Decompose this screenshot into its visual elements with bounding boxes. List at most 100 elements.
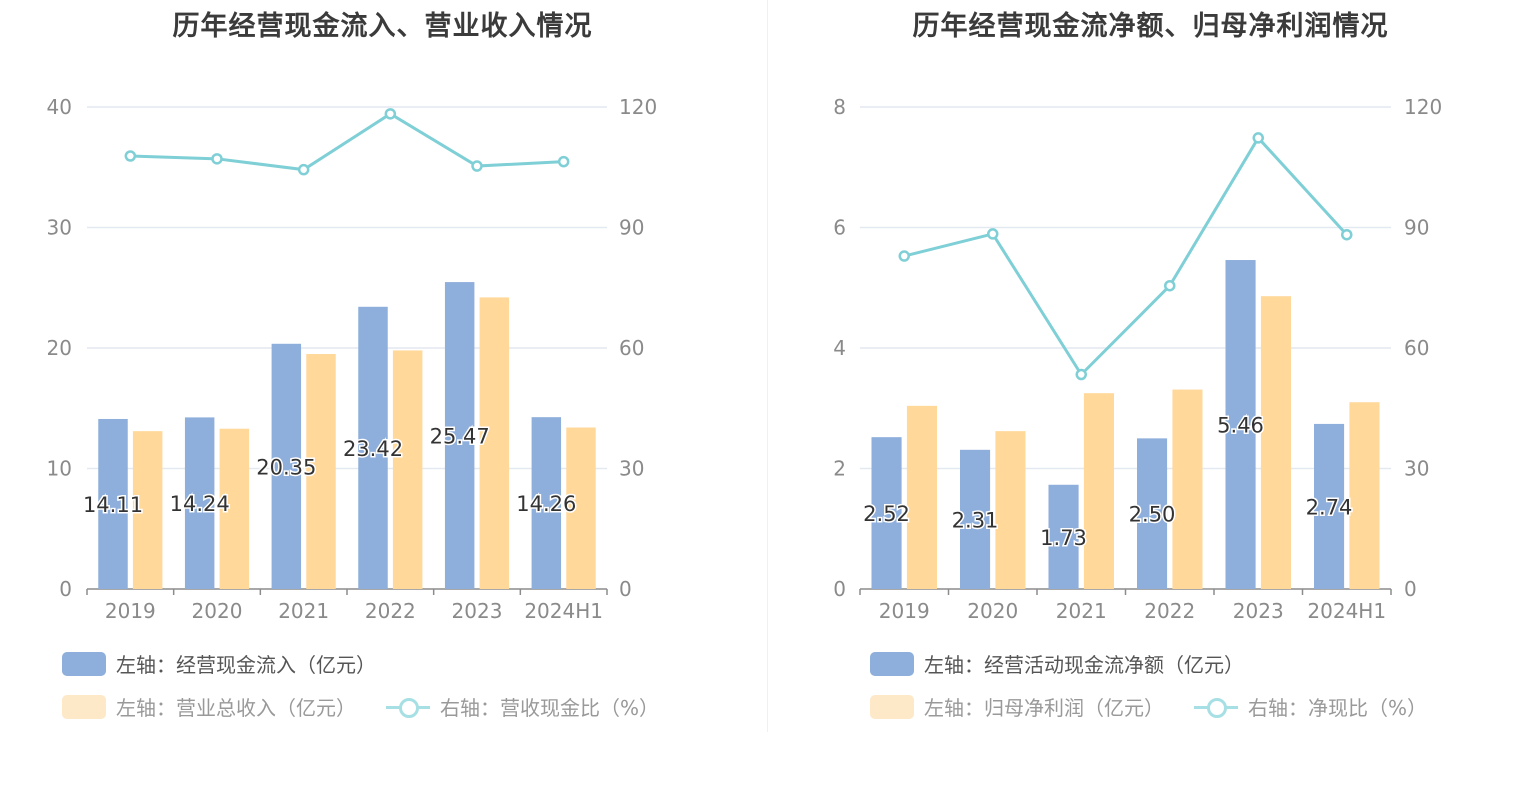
- bar-secondary: [479, 297, 510, 589]
- legend-item-cash-inflow[interactable]: 左轴：经营现金流入（亿元）: [62, 649, 376, 678]
- right-axis-tick-label: 120: [1404, 95, 1442, 119]
- right-axis-tick-label: 30: [619, 457, 644, 481]
- ratio-line: [130, 112, 564, 172]
- ratio-point: [124, 150, 137, 162]
- legend-item-cash-revenue-ratio[interactable]: 右轴：营收现金比（%）: [386, 692, 659, 721]
- legend-label: 右轴：净现比（%）: [1248, 696, 1428, 720]
- bar-primary: [1048, 484, 1079, 589]
- chart-canvas: 0 2 4 6 8 0 30 60 90 120 2019 2020 2021 2022 2023 2024H…: [833, 95, 1442, 623]
- ratio-line: [903, 135, 1348, 377]
- right-axis-tick-label: 60: [1404, 336, 1429, 360]
- legend-row-1: 左轴：经营现金流入（亿元）: [62, 649, 406, 678]
- ratio-point: [1341, 228, 1353, 241]
- bar-secondary: [1349, 402, 1380, 589]
- right-axis-tick-label: 30: [1404, 457, 1429, 481]
- bar-primary: [358, 306, 388, 589]
- x-axis-tick-label: 2022: [1144, 599, 1195, 623]
- legend-label: 左轴：归母净利润（亿元）: [924, 696, 1164, 720]
- chart-panel-cashflow-revenue: 历年经营现金流入、营业收入情况 0 10 20 30 40 0 30 60 90 120 2019 2…: [0, 0, 765, 786]
- legend-label: 左轴：营业总收入（亿元）: [116, 696, 356, 720]
- bar-secondary: [132, 431, 163, 589]
- right-axis-tick-label: 120: [619, 95, 657, 119]
- left-axis-tick-label: 20: [47, 336, 72, 360]
- ratio-point: [987, 228, 999, 240]
- right-axis-tick-label: 0: [1404, 577, 1417, 601]
- bar-data-label: 2.52: [863, 502, 910, 526]
- legend-item-revenue[interactable]: 左轴：营业总收入（亿元）: [62, 692, 356, 721]
- legend-label: 左轴：经营现金流入（亿元）: [116, 653, 376, 677]
- bar-primary: [1314, 423, 1345, 589]
- bar-primary: [1137, 438, 1168, 589]
- bar-secondary: [906, 405, 937, 589]
- bar-data-label: 2.74: [1306, 495, 1353, 519]
- ratio-point: [1164, 279, 1176, 292]
- bar-data-label: 2.50: [1129, 503, 1176, 527]
- bar-primary: [531, 417, 562, 589]
- x-axis-tick-label: 2019: [879, 599, 930, 623]
- legend-item-net-cash-ratio[interactable]: 右轴：净现比（%）: [1194, 692, 1427, 721]
- left-axis-tick-label: 30: [47, 216, 72, 240]
- left-axis-tick-label: 2: [833, 457, 846, 481]
- bar-data-label: 5.46: [1217, 414, 1264, 438]
- ratio-point: [471, 160, 483, 172]
- bar-primary: [960, 449, 991, 589]
- x-axis-tick-label: 2024H1: [524, 599, 603, 623]
- x-axis-tick-label: 2023: [452, 599, 503, 623]
- legend-line-icon: [386, 695, 430, 719]
- left-axis-tick-label: 0: [833, 577, 846, 601]
- bar-secondary: [1172, 389, 1203, 589]
- bar-primary: [871, 437, 902, 589]
- ratio-point: [557, 155, 570, 168]
- bar-secondary: [1083, 393, 1114, 589]
- left-axis-tick-label: 4: [833, 336, 846, 360]
- legend-label: 左轴：经营活动现金流净额（亿元）: [924, 653, 1244, 677]
- x-axis-tick-label: 2020: [967, 599, 1018, 623]
- bar-data-label: 23.42: [343, 437, 403, 461]
- bar-secondary: [219, 428, 250, 589]
- bar-data-label: 14.11: [83, 493, 143, 517]
- ratio-point: [297, 163, 310, 176]
- legend-row-2: 左轴：归母净利润（亿元） 右轴：净现比（%）: [870, 692, 1457, 721]
- x-axis-tick-label: 2021: [278, 599, 329, 623]
- legend-row-2: 左轴：营业总收入（亿元） 右轴：营收现金比（%）: [62, 692, 689, 721]
- bar-secondary: [566, 427, 596, 589]
- bar-secondary: [995, 431, 1026, 589]
- x-axis-tick-label: 2019: [105, 599, 156, 623]
- legend-item-net-cash-flow[interactable]: 左轴：经营活动现金流净额（亿元）: [870, 649, 1244, 678]
- chart-canvas: 0 10 20 30 40 0 30 60 90 120 2019 2020 2021 2022 2023 2…: [47, 95, 658, 623]
- chart-panel-netcash-profit: 历年经营现金流净额、归母净利润情况 0 2 4 6 8 0 30 60 90 120 2019 202…: [770, 0, 1531, 786]
- bar-secondary: [1260, 296, 1291, 589]
- bar-secondary: [392, 350, 423, 589]
- bar-primary: [1225, 260, 1256, 589]
- chart-title: 历年经营现金流入、营业收入情况: [172, 11, 593, 42]
- legend-swatch: [62, 694, 106, 719]
- right-axis-tick-label: 0: [619, 577, 632, 601]
- legend-label: 右轴：营收现金比（%）: [440, 696, 660, 720]
- ratio-point: [211, 153, 223, 165]
- ratio-point: [1075, 368, 1087, 381]
- right-axis-tick-label: 60: [619, 336, 644, 360]
- ratio-point: [898, 250, 910, 262]
- left-axis-tick-label: 6: [833, 216, 846, 240]
- ratio-point: [384, 108, 397, 120]
- bar-primary: [184, 417, 215, 589]
- panel-divider: [767, 0, 768, 732]
- bar-data-label: 2.31: [952, 508, 999, 532]
- bar-primary: [444, 282, 475, 589]
- legend-item-net-profit[interactable]: 左轴：归母净利润（亿元）: [870, 692, 1164, 721]
- bar-data-label: 20.35: [256, 455, 316, 479]
- x-axis-tick-label: 2022: [365, 599, 416, 623]
- x-axis-tick-label: 2024H1: [1307, 599, 1386, 623]
- left-axis-tick-label: 10: [47, 457, 72, 481]
- chart-title: 历年经营现金流净额、归母净利润情况: [912, 11, 1389, 42]
- bar-data-label: 1.73: [1040, 526, 1087, 550]
- legend-row-1: 左轴：经营活动现金流净额（亿元）: [870, 649, 1274, 678]
- bar-primary: [98, 418, 128, 589]
- legend-line-icon: [1194, 695, 1238, 719]
- x-axis-tick-label: 2021: [1056, 599, 1107, 623]
- legend-swatch: [62, 651, 106, 676]
- left-axis-tick-label: 8: [833, 95, 846, 119]
- x-axis-tick-label: 2023: [1233, 599, 1284, 623]
- bar-data-label: 14.26: [516, 492, 576, 516]
- right-axis-tick-label: 90: [1404, 216, 1429, 240]
